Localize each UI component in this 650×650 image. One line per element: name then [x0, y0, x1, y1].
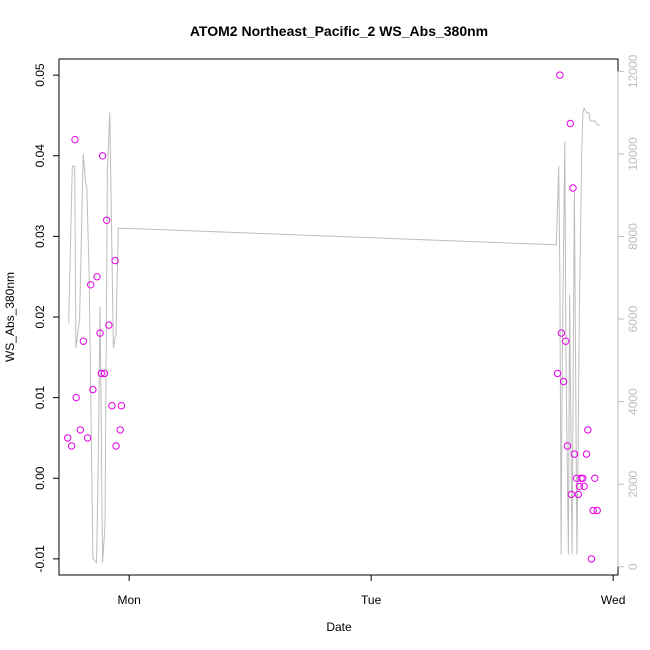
data-point	[566, 119, 574, 128]
data-point	[569, 184, 577, 192]
data-point	[567, 490, 575, 499]
data-point	[589, 506, 597, 515]
x-tick-label: Wed	[601, 593, 625, 607]
data-point	[584, 426, 592, 434]
x-tick-label: Tue	[361, 593, 382, 607]
y-tick-label: 0.00	[33, 466, 47, 490]
data-point	[593, 506, 601, 515]
data-point	[591, 474, 599, 482]
data-point	[117, 402, 126, 410]
y-tick-label: 0.04	[33, 144, 47, 168]
line-series	[68, 107, 600, 564]
y-tick-label: 0.03	[33, 224, 47, 248]
y-axis-label: WS_Abs_380nm	[3, 272, 17, 362]
y-tick-label: 0.02	[33, 305, 47, 329]
data-point	[108, 402, 116, 410]
data-point	[97, 369, 106, 378]
point-series	[64, 71, 601, 563]
chart-title: ATOM2 Northeast_Pacific_2 WS_Abs_380nm	[190, 23, 488, 39]
plot-frame	[58, 58, 619, 576]
data-point	[587, 555, 596, 563]
data-point	[72, 393, 80, 402]
x-axis-label: Date	[326, 620, 352, 634]
data-point	[563, 442, 572, 450]
data-point	[64, 434, 72, 442]
x-axis: Mon Tue Wed	[118, 574, 625, 607]
y2-tick-label: 8000	[626, 223, 640, 250]
y2-tick-label: 0	[626, 563, 640, 570]
data-point	[103, 216, 111, 225]
data-point	[67, 442, 76, 450]
data-point	[574, 490, 582, 499]
data-point	[79, 337, 88, 345]
x-tick-label: Mon	[118, 593, 141, 607]
y-tick-label: 0.01	[33, 386, 47, 410]
data-point	[556, 71, 564, 79]
y-axis-left: -0.01 0.00 0.01 0.02 0.03 0.04 0.05	[33, 63, 60, 573]
data-point	[89, 385, 97, 394]
y-axis-right: 0 2000 4000 6000 8000 10000 12000	[617, 54, 640, 570]
data-point	[116, 426, 124, 434]
data-point	[559, 377, 568, 386]
data-point	[582, 450, 591, 458]
y-tick-label: 0.05	[33, 63, 47, 87]
data-point	[557, 329, 566, 337]
data-point	[71, 135, 79, 144]
data-point	[112, 442, 120, 450]
data-point	[105, 321, 113, 329]
data-point	[580, 482, 588, 490]
y2-tick-label: 4000	[626, 388, 640, 415]
y2-tick-label: 12000	[626, 54, 640, 88]
data-point	[570, 450, 579, 458]
data-point	[93, 273, 101, 281]
y-tick-label: -0.01	[33, 545, 47, 573]
y2-tick-label: 2000	[626, 471, 640, 498]
data-point	[100, 369, 109, 378]
series-line-path	[68, 107, 600, 564]
data-point	[98, 152, 107, 160]
data-point	[76, 426, 85, 434]
y2-tick-label: 6000	[626, 305, 640, 332]
data-point	[553, 369, 562, 378]
y2-tick-label: 10000	[626, 137, 640, 171]
data-point	[83, 434, 92, 442]
data-point	[96, 329, 104, 337]
data-point	[111, 256, 119, 265]
data-point	[579, 474, 587, 482]
data-point	[87, 281, 95, 289]
data-point	[575, 482, 584, 490]
data-point	[562, 337, 570, 345]
